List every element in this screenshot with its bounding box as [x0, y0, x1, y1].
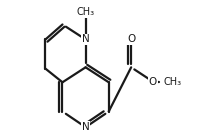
- Text: N: N: [82, 34, 89, 44]
- Text: CH₃: CH₃: [164, 77, 182, 87]
- Text: O: O: [127, 34, 135, 44]
- Text: O: O: [149, 77, 157, 87]
- Text: CH₃: CH₃: [77, 7, 95, 17]
- Text: N: N: [82, 122, 89, 132]
